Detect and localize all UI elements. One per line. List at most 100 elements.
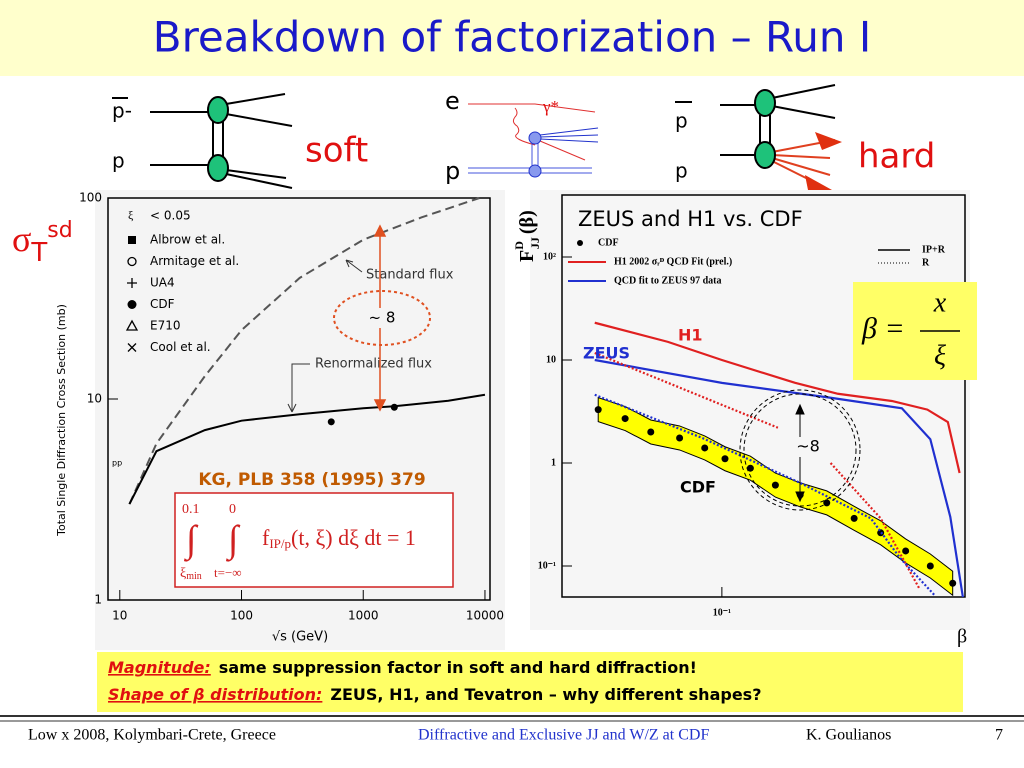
legend-marker (125, 319, 139, 331)
note-line: Shape of β distribution: ZEUS, H1, and Te… (108, 685, 761, 704)
data-point (823, 499, 831, 507)
annotation: Standard flux (366, 268, 454, 283)
data-point (746, 464, 754, 472)
data-point (327, 418, 335, 426)
line (468, 103, 596, 113)
curve (128, 197, 480, 505)
annotation: pp (112, 459, 122, 468)
page-number: 7 (995, 727, 1003, 744)
formula-text: IP/p (269, 536, 291, 551)
label: p (675, 109, 688, 133)
factor-bg (360, 308, 404, 328)
label: p (112, 149, 125, 173)
arrowhead (805, 175, 832, 190)
line (225, 113, 293, 127)
note-text: ZEUS, H1, and Tevatron – why different s… (330, 685, 761, 704)
formula-text: x (933, 287, 947, 318)
annotation: Renormalized flux (315, 357, 432, 372)
factor-ring (333, 290, 431, 346)
line (539, 134, 599, 138)
data-point (721, 455, 729, 463)
title-band (0, 0, 1024, 76)
y-tick-label: 10² (543, 251, 556, 262)
data-point (390, 403, 398, 411)
y-axis-label: D (512, 241, 526, 250)
plot-frame (561, 194, 966, 598)
line (225, 173, 293, 189)
formula-text: fIP/p(t, ξ) dξ dt = 1 (262, 525, 416, 551)
factor-ring (739, 389, 861, 511)
formula-text: ξ (180, 566, 186, 581)
formula-text: ξ (934, 340, 946, 371)
legend-label: E710 (150, 319, 181, 333)
formula-text: (t, ξ) dξ dt = 1 (291, 525, 416, 550)
hard-diagram (675, 84, 842, 190)
label: p (675, 159, 688, 183)
reference: KG, PLB 358 (1995) 379 (198, 470, 425, 490)
y-axis-label: F (516, 250, 538, 262)
legend-marker (128, 236, 136, 244)
legend-title: < 0.05 (150, 209, 191, 223)
data-point (676, 434, 684, 442)
y-tick-label: 1 (551, 457, 556, 468)
blob (207, 96, 229, 124)
y-tick-label: 10 (546, 354, 556, 365)
chart-title: ZEUS and H1 vs. CDF (578, 207, 803, 231)
line (539, 138, 599, 143)
blob (754, 89, 776, 117)
legend-marker (127, 343, 137, 352)
blob (754, 141, 776, 169)
blob (528, 164, 542, 178)
data-point (647, 428, 655, 436)
x-axis-label: β (957, 626, 967, 648)
data-point (621, 415, 629, 423)
footer-text: Diffractive and Exclusive JJ and W/Z at … (418, 727, 709, 744)
line (771, 154, 831, 159)
data-point (926, 562, 934, 570)
legend-label: IP+R (922, 244, 946, 255)
curve-label: CDF (680, 478, 716, 497)
y-axis-label: JJ (528, 237, 542, 249)
dis-diagram (468, 103, 599, 178)
legend-label: H1 2002 σᵣᴰ QCD Fit (prel.) (614, 256, 732, 267)
soft-diagram (112, 93, 293, 189)
annotation-arrow (287, 363, 310, 413)
line (771, 84, 836, 99)
annotation-arrow (345, 259, 363, 273)
legend-marker (127, 300, 137, 309)
legend-marker (127, 278, 137, 288)
curve (594, 393, 936, 596)
data-point (701, 444, 709, 452)
y-axis-label: FD JJ (β) (512, 210, 542, 262)
legend-label: CDF (150, 297, 175, 311)
note-text: same suppression factor in soft and hard… (219, 658, 697, 677)
y-axis-label: Total Single Diffraction Cross Section (… (55, 304, 68, 537)
curve (594, 321, 961, 474)
legend-marker (577, 240, 583, 246)
photon (512, 107, 536, 146)
y-tick-label: 1 (94, 593, 102, 607)
label: e (445, 87, 460, 115)
data-point (594, 406, 602, 414)
formula-text: f (262, 525, 270, 550)
formula-text: t=−∞ (214, 565, 242, 580)
y-axis-label: (β) (516, 210, 538, 234)
sigma-sup: sd (47, 218, 72, 243)
legend-label: Armitage et al. (150, 254, 239, 268)
data-point (771, 481, 779, 489)
y-tick-label: 100 (79, 191, 102, 205)
arrowhead (815, 132, 842, 150)
label: γ* (542, 97, 559, 116)
error-band (597, 396, 954, 597)
formula-text: 0.1 (182, 502, 200, 517)
x-tick-label: 10⁻¹ (713, 607, 731, 618)
x-axis-label: √s (GeV) (272, 630, 328, 645)
footer-text: K. Goulianos (806, 727, 891, 744)
note-line: Magnitude: same suppression factor in sof… (108, 658, 697, 677)
formula-text: 0 (229, 502, 236, 517)
line (771, 157, 831, 176)
legend-label: Albrow et al. (150, 233, 225, 247)
curve-label: H1 (678, 326, 703, 345)
notes-box (97, 652, 963, 712)
